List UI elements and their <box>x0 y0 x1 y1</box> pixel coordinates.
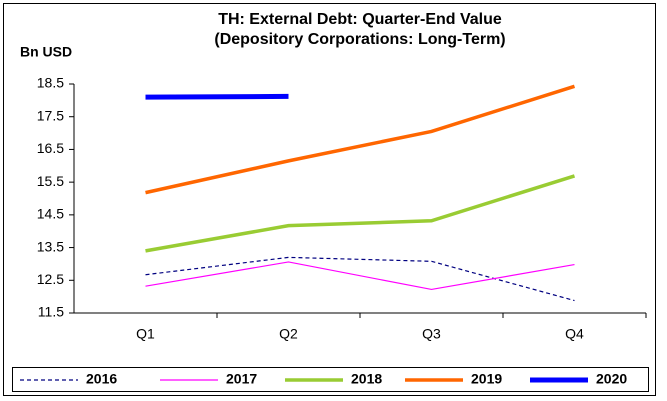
x-tick-label: Q3 <box>422 326 441 342</box>
y-tick-label: 11.5 <box>38 304 64 320</box>
y-tick-label: 12.5 <box>37 271 64 287</box>
y-tick-label: 15.5 <box>37 173 64 189</box>
chart-title: TH: External Debt: Quarter-End Value <box>218 11 502 28</box>
y-tick-label: 17.5 <box>37 107 64 123</box>
chart-subtitle: (Depository Corporations: Long-Term) <box>214 31 505 48</box>
series-line <box>145 256 575 302</box>
y-tick-label: 14.5 <box>37 206 64 222</box>
series-line <box>145 84 576 195</box>
y-tick-label: 18.5 <box>37 75 64 91</box>
series-line <box>145 174 576 253</box>
y-tick-label: 16.5 <box>37 140 64 156</box>
legend-label: 2019 <box>471 371 502 387</box>
y-axis-label: Bn USD <box>20 44 72 60</box>
chart-border <box>3 3 656 396</box>
legend-label: 2020 <box>596 371 627 387</box>
x-tick-label: Q4 <box>565 326 584 342</box>
x-tick-label: Q2 <box>279 326 298 342</box>
legend-label: 2016 <box>86 371 117 387</box>
legend-label: 2018 <box>351 371 382 387</box>
y-tick-label: 13.5 <box>37 238 64 254</box>
legend-label: 2017 <box>226 371 257 387</box>
series-line <box>145 93 289 100</box>
series-line <box>145 261 575 291</box>
x-tick-label: Q1 <box>136 326 155 342</box>
